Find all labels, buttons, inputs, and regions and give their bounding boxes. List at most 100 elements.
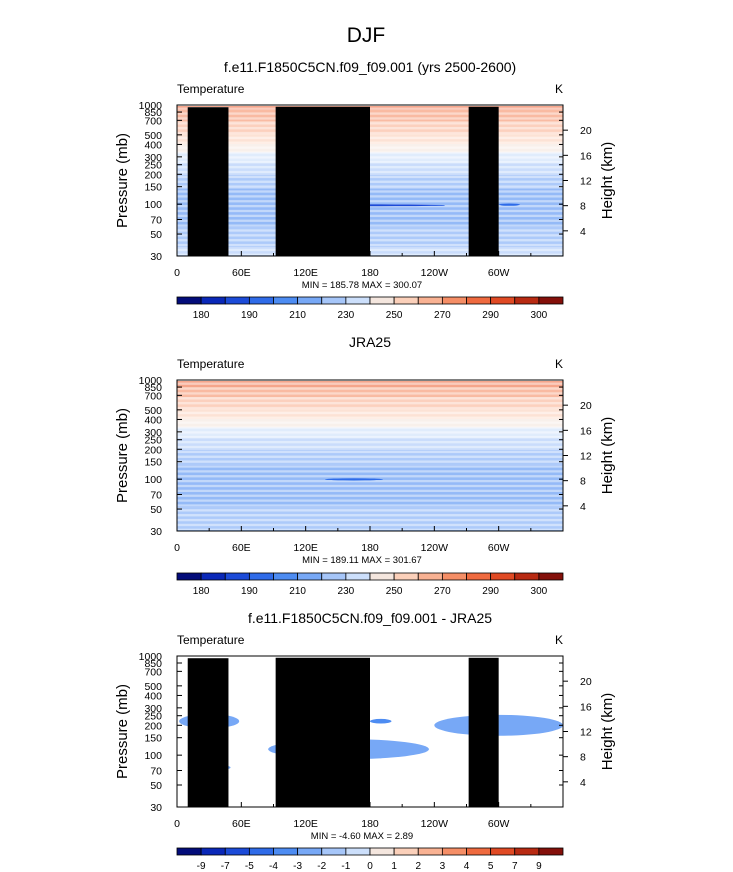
panel-title: f.e11.F1850C5CN.f09_f09.001 (yrs 2500-26…: [224, 59, 516, 75]
height-tick-label: 12: [580, 451, 592, 463]
contour-band: [177, 383, 563, 385]
pressure-tick-label: 850: [144, 658, 162, 670]
colorbar-label: 210: [289, 586, 306, 597]
pressure-tick-label: 700: [144, 390, 162, 402]
contour-band: [177, 514, 563, 516]
colorbar-box: [224, 572, 250, 581]
contour-band: [177, 422, 563, 424]
colorbar-label: 250: [386, 586, 403, 597]
colorbar-label: 300: [531, 310, 548, 321]
contour-band: [177, 413, 563, 415]
contour-band: [177, 415, 563, 416]
contour-band: [177, 403, 563, 405]
pressure-tick-label: 400: [144, 139, 162, 151]
colorbar-box: [441, 847, 467, 856]
contour-band: [177, 474, 563, 475]
colorbar-box: [248, 572, 274, 581]
pressure-tick-label: 30: [150, 802, 162, 814]
contour-band: [177, 424, 563, 425]
colorbar-box: [538, 847, 564, 856]
contour-band: [177, 386, 563, 387]
plot-area: [179, 657, 563, 807]
contour-band: [177, 420, 563, 421]
contour-band: [177, 439, 563, 440]
contour-band: [177, 465, 563, 467]
pressure-tick-label: 100: [144, 750, 162, 762]
topography-mask: [468, 657, 499, 807]
plot-area: [177, 106, 563, 256]
colorbar-box: [224, 296, 250, 305]
contour-band: [177, 491, 563, 493]
pressure-tick-label: 500: [144, 405, 162, 417]
height-tick-label: 20: [580, 125, 592, 137]
contour-band: [177, 515, 563, 517]
contour-band: [177, 517, 563, 518]
contour-band: [177, 483, 563, 484]
colorbar-label: 290: [482, 310, 499, 321]
height-tick-label: 4: [580, 226, 586, 238]
contour-band: [177, 429, 563, 430]
contour-band: [177, 523, 563, 525]
contour-band: [177, 405, 563, 406]
contour-band: [177, 106, 563, 107]
contour-band: [177, 447, 563, 449]
difference-contour: [370, 718, 392, 724]
pressure-tick-label: 1000: [139, 100, 163, 112]
longitude-tick-label: 60W: [488, 818, 510, 830]
contour-band: [177, 471, 563, 473]
colorbar-label: 3: [440, 861, 446, 872]
colorbar-box: [538, 296, 564, 305]
contour-band: [177, 402, 563, 404]
contour-band: [177, 407, 563, 409]
panel-3: f.e11.F1850C5CN.f09_f09.001 - JRA25Tempe…: [114, 610, 616, 872]
height-tick-label: 16: [580, 425, 592, 437]
pressure-tick-label: 50: [150, 780, 162, 792]
contour-band: [177, 500, 563, 502]
contour-band: [177, 395, 563, 396]
contour-band: [177, 440, 563, 441]
colorbar-box: [248, 296, 274, 305]
height-tick-label: 20: [580, 676, 592, 688]
contour-band: [177, 454, 563, 455]
contour-band: [177, 398, 563, 400]
colorbar-box: [345, 847, 371, 856]
right-axis-label: Height (km): [599, 417, 616, 495]
units-string: K: [555, 82, 563, 96]
height-tick-label: 20: [580, 400, 592, 412]
contour-band: [177, 510, 563, 512]
contour-band: [177, 507, 563, 508]
contour-band: [177, 460, 563, 462]
pressure-tick-label: 30: [150, 526, 162, 538]
contour-band: [177, 446, 563, 448]
units-string: K: [555, 357, 563, 371]
contour-band: [177, 449, 563, 450]
contour-band: [177, 434, 563, 435]
colorbar-label: 250: [386, 310, 403, 321]
longitude-tick-label: 60E: [232, 542, 251, 554]
cold-core-contour: [498, 203, 521, 206]
colorbar-label: 270: [434, 586, 451, 597]
contour-band: [177, 412, 563, 414]
contour-band: [177, 437, 563, 439]
colorbar-box: [224, 847, 250, 856]
contour-band: [177, 432, 563, 434]
pressure-tick-label: 400: [144, 690, 162, 702]
colorbar-label: 180: [193, 586, 210, 597]
colorbar-box: [393, 572, 419, 581]
units-string: K: [555, 633, 563, 647]
contour-band: [177, 485, 563, 487]
colorbar-box: [417, 847, 443, 856]
contour-band: [177, 520, 563, 522]
y-axis-label: Pressure (mb): [114, 684, 131, 779]
height-tick-label: 16: [580, 701, 592, 713]
longitude-tick-label: 0: [174, 542, 180, 554]
longitude-tick-label: 120W: [421, 542, 449, 554]
longitude-tick-label: 60E: [232, 267, 251, 279]
colorbar-box: [345, 572, 371, 581]
contour-band: [177, 397, 563, 399]
contour-band: [177, 508, 563, 509]
topography-mask: [275, 657, 370, 807]
pressure-tick-label: 700: [144, 666, 162, 678]
contour-band: [177, 387, 563, 389]
colorbar-label: 2: [415, 861, 421, 872]
